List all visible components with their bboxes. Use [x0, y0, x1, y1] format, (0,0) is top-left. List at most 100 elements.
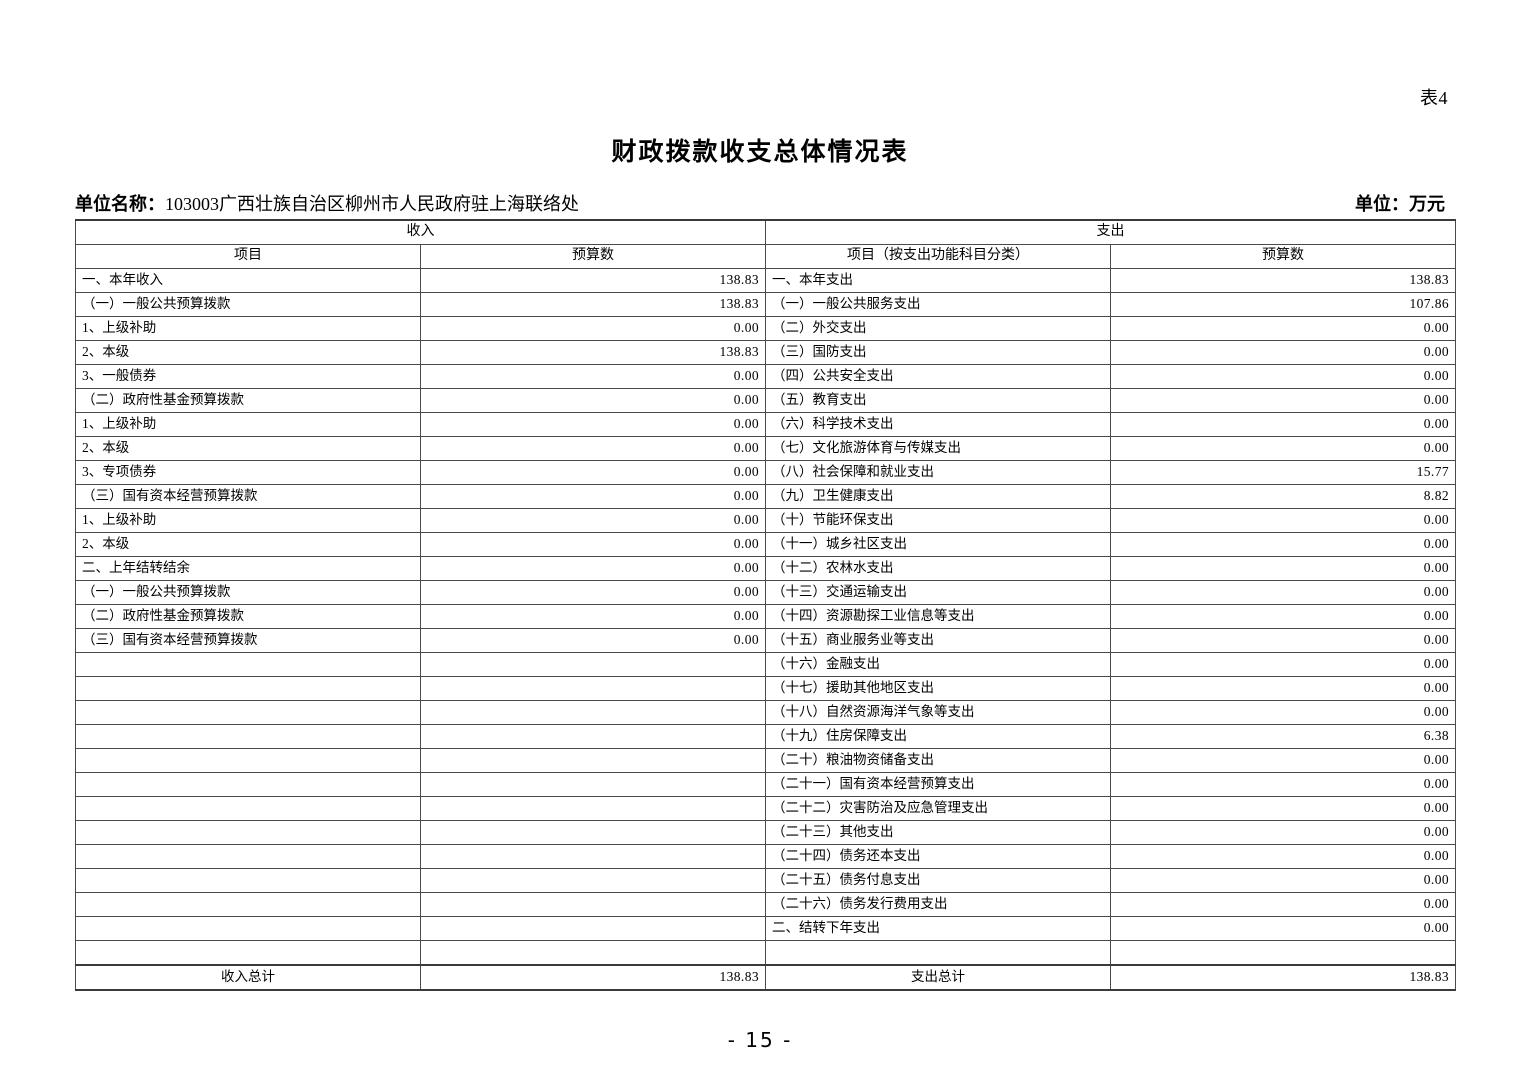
income-item-cell: 1、上级补助: [75, 412, 421, 437]
income-amount-cell: 0.00: [420, 580, 766, 605]
expenditure-item-cell: （二十一）国有资本经营预算支出: [765, 772, 1111, 797]
total-expenditure-label: 支出总计: [765, 964, 1111, 991]
income-item-cell: 1、上级补助: [75, 508, 421, 533]
total-expenditure-value: 138.83: [1110, 964, 1456, 991]
sheet-label: 表4: [1420, 88, 1448, 108]
income-amount-cell-empty: [420, 724, 766, 749]
expenditure-item-cell: （十六）金融支出: [765, 652, 1111, 677]
expenditure-amount-cell: 0.00: [1110, 916, 1456, 941]
income-amount-cell: 138.83: [420, 292, 766, 317]
table-row: 2、本级 0.00 （七）文化旅游体育与传媒支出 0.00: [75, 436, 1456, 461]
expenditure-item-cell: （七）文化旅游体育与传媒支出: [765, 436, 1111, 461]
table-row: 2、本级 138.83 （三）国防支出 0.00: [75, 340, 1456, 365]
income-item-cell: 二、上年结转结余: [75, 556, 421, 581]
income-amount-cell: 0.00: [420, 388, 766, 413]
income-item-cell: 2、本级: [75, 436, 421, 461]
expenditure-amount-cell: 0.00: [1110, 844, 1456, 869]
income-amount-cell-empty: [420, 676, 766, 701]
column-header-income-item: 项目: [75, 244, 421, 269]
expenditure-item-cell: 二、结转下年支出: [765, 916, 1111, 941]
income-amount-cell: 0.00: [420, 364, 766, 389]
income-item-cell-empty: [75, 820, 421, 845]
income-item-cell-empty: [75, 940, 421, 966]
income-item-cell: （一）一般公共预算拨款: [75, 580, 421, 605]
expenditure-amount-cell: 0.00: [1110, 628, 1456, 653]
income-item-cell-empty: [75, 652, 421, 677]
expenditure-item-cell: （十一）城乡社区支出: [765, 532, 1111, 557]
income-amount-cell-empty: [420, 748, 766, 773]
expenditure-item-cell: （十九）住房保障支出: [765, 724, 1111, 749]
expenditure-amount-cell: 0.00: [1110, 388, 1456, 413]
table-row: （三）国有资本经营预算拨款 0.00 （九）卫生健康支出 8.82: [75, 484, 1456, 509]
expenditure-amount-cell: 0.00: [1110, 676, 1456, 701]
table-row: 一、本年收入 138.83 一、本年支出 138.83: [75, 268, 1456, 293]
expenditure-amount-cell: 0.00: [1110, 892, 1456, 917]
table-row: （十六）金融支出 0.00: [75, 652, 1456, 677]
budget-table-wrap: 收入 支出 项目 预算数 项目（按支出功能科目分类） 预算数 一、本年收入 138…: [75, 219, 1456, 991]
expenditure-item-cell: （九）卫生健康支出: [765, 484, 1111, 509]
total-income-label: 收入总计: [75, 964, 421, 991]
expenditure-item-cell: （二十三）其他支出: [765, 820, 1111, 845]
expenditure-item-cell: （十五）商业服务业等支出: [765, 628, 1111, 653]
expenditure-amount-cell: 0.00: [1110, 652, 1456, 677]
income-amount-cell-empty: [420, 844, 766, 869]
table-row: （二十五）债务付息支出 0.00: [75, 868, 1456, 893]
expenditure-item-cell: （十七）援助其他地区支出: [765, 676, 1111, 701]
table-row: （二十二）灾害防治及应急管理支出 0.00: [75, 796, 1456, 821]
income-item-cell-empty: [75, 892, 421, 917]
table-row: （十八）自然资源海洋气象等支出 0.00: [75, 700, 1456, 725]
expenditure-amount-cell: 0.00: [1110, 316, 1456, 341]
income-amount-cell-empty: [420, 772, 766, 797]
unit-name-value: 103003广西壮族自治区柳州市人民政府驻上海联络处: [165, 194, 579, 214]
income-amount-cell: 0.00: [420, 628, 766, 653]
income-item-cell: （二）政府性基金预算拨款: [75, 604, 421, 629]
column-header-income-amount: 预算数: [420, 244, 766, 269]
page-number: - 15 -: [727, 1028, 793, 1052]
expenditure-item-cell: （二十五）债务付息支出: [765, 868, 1111, 893]
page-title: 财政拨款收支总体情况表: [611, 137, 909, 166]
expenditure-item-cell: 一、本年支出: [765, 268, 1111, 293]
income-amount-cell-empty: [420, 940, 766, 966]
expenditure-amount-cell: 8.82: [1110, 484, 1456, 509]
income-item-cell: 2、本级: [75, 340, 421, 365]
table-row: 2、本级 0.00 （十一）城乡社区支出 0.00: [75, 532, 1456, 557]
income-amount-cell: 0.00: [420, 532, 766, 557]
table-row: （二十一）国有资本经营预算支出 0.00: [75, 772, 1456, 797]
table-row: （一）一般公共预算拨款 0.00 （十三）交通运输支出 0.00: [75, 580, 1456, 605]
income-amount-cell: 0.00: [420, 316, 766, 341]
expenditure-item-cell: （六）科学技术支出: [765, 412, 1111, 437]
income-amount-cell-empty: [420, 700, 766, 725]
table-row: （二十四）债务还本支出 0.00: [75, 844, 1456, 869]
expenditure-amount-cell: 0.00: [1110, 532, 1456, 557]
expenditure-amount-cell: 0.00: [1110, 412, 1456, 437]
unit-name-label: 单位名称：: [75, 194, 165, 214]
table-total-row: 收入总计 138.83 支出总计 138.83: [75, 964, 1456, 991]
expenditure-amount-cell: 15.77: [1110, 460, 1456, 485]
table-row: 1、上级补助 0.00 （六）科学技术支出 0.00: [75, 412, 1456, 437]
income-item-cell: 3、专项债券: [75, 460, 421, 485]
income-amount-cell-empty: [420, 916, 766, 941]
expenditure-amount-cell: 0.00: [1110, 556, 1456, 581]
expenditure-item-cell: （十八）自然资源海洋气象等支出: [765, 700, 1111, 725]
expenditure-amount-cell: 0.00: [1110, 436, 1456, 461]
section-header-income: 收入: [75, 219, 766, 245]
table-row: （十七）援助其他地区支出 0.00: [75, 676, 1456, 701]
expenditure-amount-cell: 0.00: [1110, 604, 1456, 629]
income-amount-cell: 0.00: [420, 484, 766, 509]
expenditure-amount-cell: 0.00: [1110, 820, 1456, 845]
expenditure-item-cell: （二十六）债务发行费用支出: [765, 892, 1111, 917]
income-item-cell: （一）一般公共预算拨款: [75, 292, 421, 317]
table-row: 3、一般债券 0.00 （四）公共安全支出 0.00: [75, 364, 1456, 389]
table-row: 二、结转下年支出 0.00: [75, 916, 1456, 941]
expenditure-amount-cell-empty: [1110, 940, 1456, 966]
expenditure-amount-cell: 0.00: [1110, 364, 1456, 389]
table-row: [75, 940, 1456, 966]
table-column-header-row: 项目 预算数 项目（按支出功能科目分类） 预算数: [75, 244, 1456, 269]
income-item-cell: 1、上级补助: [75, 316, 421, 341]
expenditure-amount-cell: 0.00: [1110, 772, 1456, 797]
expenditure-item-cell: （八）社会保障和就业支出: [765, 460, 1111, 485]
expenditure-item-cell: （十四）资源勘探工业信息等支出: [765, 604, 1111, 629]
income-amount-cell-empty: [420, 796, 766, 821]
table-row: 1、上级补助 0.00 （十）节能环保支出 0.00: [75, 508, 1456, 533]
